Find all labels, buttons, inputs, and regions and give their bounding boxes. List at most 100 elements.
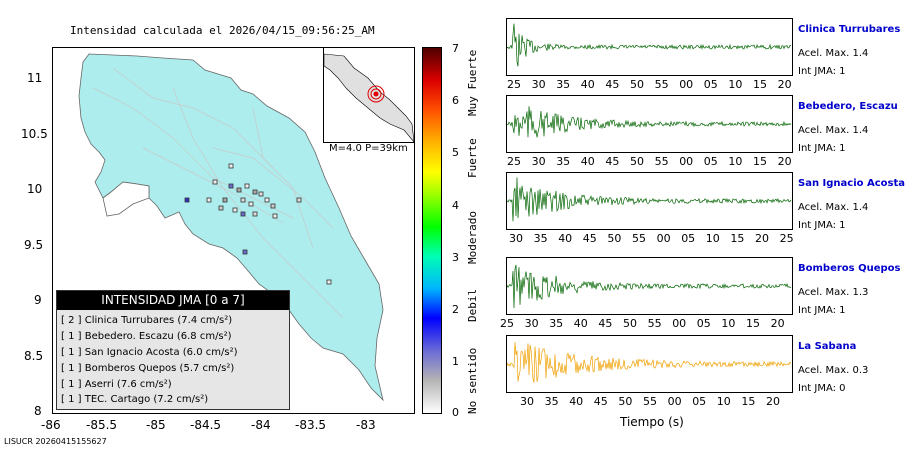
waveform-trace xyxy=(506,264,792,309)
time-tick: 10 xyxy=(705,232,720,245)
time-tick: 00 xyxy=(667,395,682,408)
station-accel: Acel. Max. 1.3 xyxy=(798,287,869,298)
station-accel: Acel. Max. 0.3 xyxy=(798,365,869,376)
time-tick: 55 xyxy=(654,155,669,168)
time-tick: 35 xyxy=(556,155,571,168)
map-x-tick: -84 xyxy=(251,418,271,432)
seismogram-panel xyxy=(506,18,793,76)
colorbar-tick: 4 xyxy=(452,199,459,212)
time-axis-label: Tiempo (s) xyxy=(620,415,684,429)
time-tick: 45 xyxy=(598,317,613,330)
time-tick: 40 xyxy=(569,395,584,408)
legend-item: [ 1 ] Bomberos Quepos (5.7 cm/s²) xyxy=(61,363,235,374)
time-tick: 25 xyxy=(507,78,521,91)
time-tick: 45 xyxy=(593,395,608,408)
time-tick: 35 xyxy=(533,232,548,245)
time-tick: 00 xyxy=(656,232,671,245)
time-tick: 05 xyxy=(681,232,696,245)
time-tick: 25 xyxy=(507,155,521,168)
time-tick: 05 xyxy=(703,78,718,91)
time-tick: 10 xyxy=(721,317,736,330)
time-tick: 50 xyxy=(618,395,633,408)
waveform-trace xyxy=(506,342,792,383)
map-x-tick: -85 xyxy=(146,418,166,432)
station-intensity: Int JMA: 1 xyxy=(798,305,846,316)
costa-rica-map xyxy=(78,53,384,402)
time-tick: 30 xyxy=(531,78,546,91)
map-x-tick: -85.5 xyxy=(86,418,118,432)
time-tick: 55 xyxy=(647,317,662,330)
time-tick: 05 xyxy=(696,317,711,330)
waveform-trace xyxy=(506,177,792,222)
time-tick: 35 xyxy=(556,78,571,91)
colorbar-tick: 5 xyxy=(452,146,459,159)
station-markers xyxy=(184,163,332,285)
waveform-trace xyxy=(506,106,792,138)
time-tick: 15 xyxy=(746,317,760,330)
map-y-tick: 10.5 xyxy=(21,127,48,141)
time-tick: 15 xyxy=(741,395,756,408)
time-tick: 45 xyxy=(605,155,620,168)
seismogram-panel xyxy=(506,95,793,153)
seismogram-panel xyxy=(506,172,793,230)
time-tick: 35 xyxy=(549,317,564,330)
intensity-legend: INTENSIDAD JMA [0 a 7] [ 2 ] Clinica Tur… xyxy=(56,290,290,410)
time-tick: 15 xyxy=(753,155,767,168)
legend-item: [ 1 ] San Ignacio Acosta (6.0 cm/s²) xyxy=(61,347,238,358)
time-tick: 50 xyxy=(630,78,644,91)
station-name[interactable]: Bebedero, Escazu xyxy=(798,101,898,112)
time-tick: 50 xyxy=(607,232,622,245)
time-tick: 05 xyxy=(703,155,718,168)
time-tick: 00 xyxy=(679,78,694,91)
time-tick: 15 xyxy=(730,232,745,245)
intensity-colorbar xyxy=(422,47,442,414)
road-network xyxy=(92,67,344,319)
epicenter-icon xyxy=(367,85,385,103)
legend-item: [ 1 ] Bebedero. Escazu (6.8 cm/s²) xyxy=(61,331,232,342)
legend-header: INTENSIDAD JMA [0 a 7] xyxy=(57,291,289,310)
time-tick: 50 xyxy=(630,155,644,168)
legend-item: [ 1 ] Aserri (7.6 cm/s²) xyxy=(61,379,172,390)
colorbar-label: Moderado xyxy=(466,211,479,264)
station-name[interactable]: La Sabana xyxy=(798,341,857,352)
time-tick: 20 xyxy=(755,232,769,245)
time-tick: 00 xyxy=(679,155,694,168)
time-tick: 15 xyxy=(753,78,767,91)
seismogram-panel xyxy=(506,335,793,393)
station-name[interactable]: Bomberos Quepos xyxy=(798,263,901,274)
map-title: Intensidad calculada el 2026/04/15_09:56… xyxy=(70,24,375,37)
time-tick: 40 xyxy=(580,155,595,168)
time-tick: 30 xyxy=(524,317,539,330)
time-tick: 55 xyxy=(632,232,646,245)
time-tick: 20 xyxy=(770,317,785,330)
colorbar-tick: 1 xyxy=(452,355,459,368)
map-y-tick: 11 xyxy=(27,71,43,85)
colorbar-tick: 6 xyxy=(452,94,459,107)
time-tick: 40 xyxy=(558,232,573,245)
map-y-tick: 9 xyxy=(34,293,42,307)
time-tick: 00 xyxy=(672,317,687,330)
station-name[interactable]: Clinica Turrubares xyxy=(798,24,901,35)
time-tick: 10 xyxy=(716,395,731,408)
colorbar-tick: 7 xyxy=(452,42,459,55)
time-tick: 45 xyxy=(605,78,620,91)
time-tick: 20 xyxy=(777,78,792,91)
time-tick: 20 xyxy=(777,155,792,168)
colorbar-label: Fuerte xyxy=(466,138,479,178)
location-inset xyxy=(323,47,415,143)
station-intensity: Int JMA: 0 xyxy=(798,383,846,394)
time-tick: 40 xyxy=(573,317,588,330)
time-tick: 55 xyxy=(643,395,657,408)
station-accel: Acel. Max. 1.4 xyxy=(798,48,869,59)
station-intensity: Int JMA: 1 xyxy=(798,66,846,77)
time-tick: 35 xyxy=(544,395,559,408)
map-y-tick: 10 xyxy=(27,182,43,196)
station-name[interactable]: San Ignacio Acosta xyxy=(798,178,906,189)
map-x-tick: -83.5 xyxy=(295,418,327,432)
map-x-tick: -84.5 xyxy=(190,418,222,432)
map-x-tick: -83 xyxy=(356,418,376,432)
legend-item: [ 1 ] TEC. Cartago (7.2 cm/s²) xyxy=(61,394,209,405)
footer-id: LISUCR 20260415155627 xyxy=(4,437,107,446)
time-tick: 30 xyxy=(520,395,534,408)
seismogram-panel xyxy=(506,257,793,315)
